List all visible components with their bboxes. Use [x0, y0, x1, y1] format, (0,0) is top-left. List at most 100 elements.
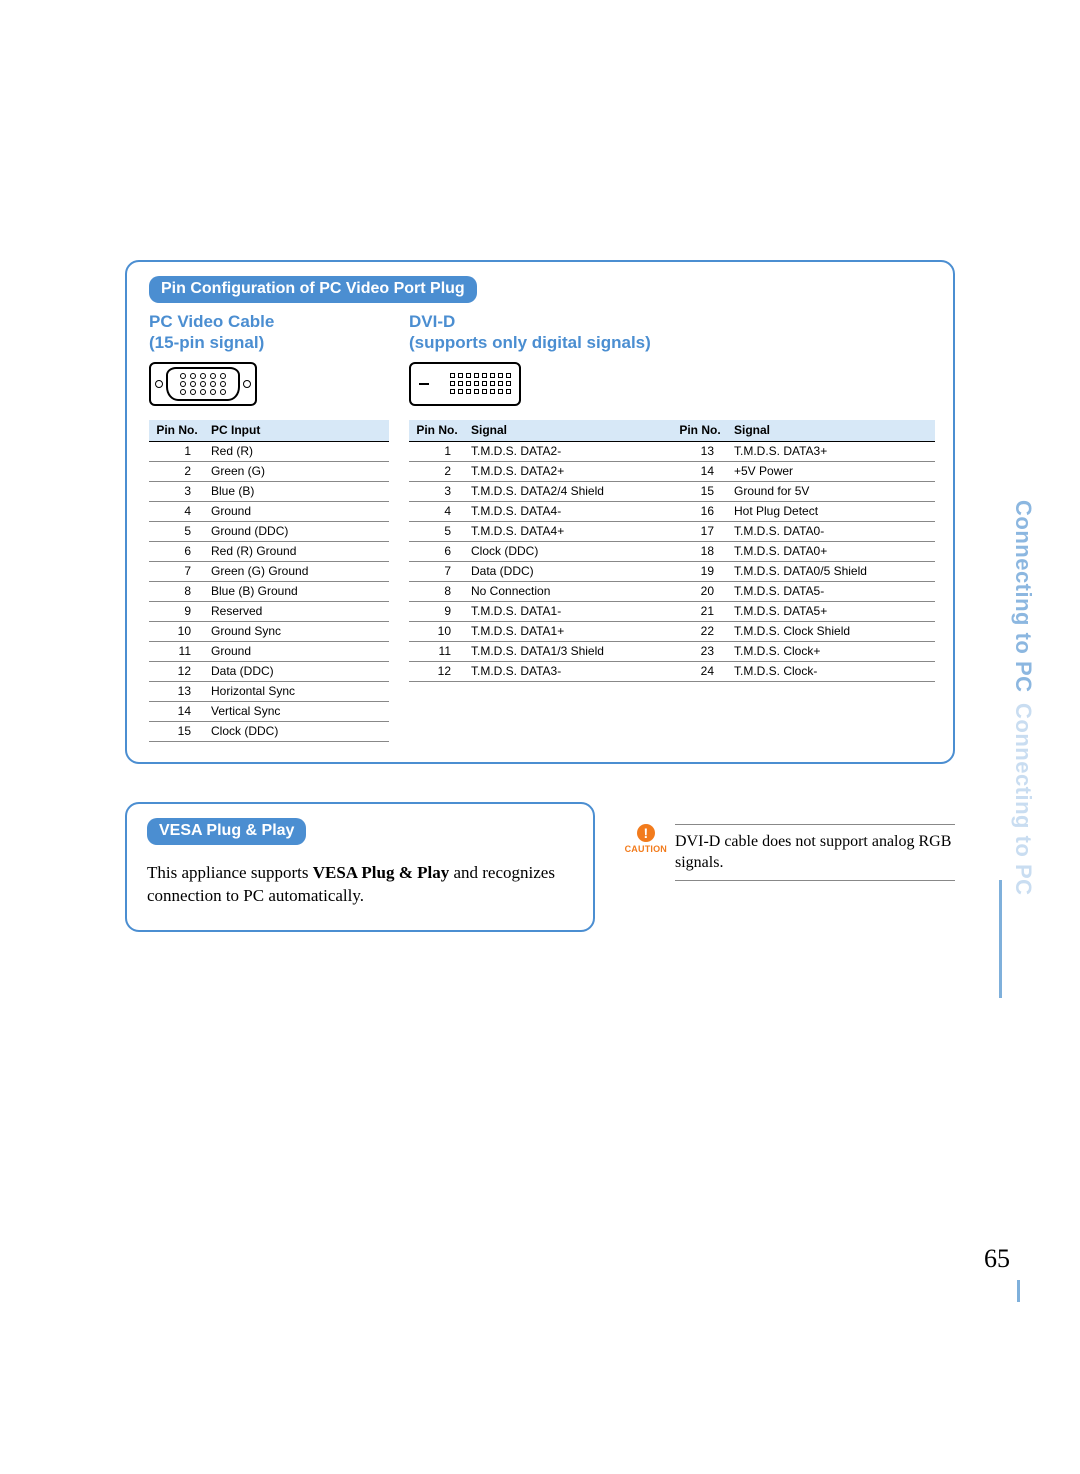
cell-value: Green (G) [205, 461, 389, 481]
dvi-col-signal-b: Signal [728, 420, 935, 442]
caution-text: DVI-D cable does not support analog RGB … [675, 824, 955, 881]
vga-pin-table: Pin No. PC Input 1Red (R)2Green (G)3Blue… [149, 420, 389, 742]
cell-value: T.M.D.S. DATA2/4 Shield [465, 481, 672, 501]
vga-heading-line1: PC Video Cable [149, 311, 409, 332]
cell-value: Ground for 5V [728, 481, 935, 501]
caution-label: CAUTION [625, 844, 667, 854]
cell-pinno: 9 [149, 601, 205, 621]
table-row: 3Blue (B) [149, 481, 389, 501]
cell-value: T.M.D.S. DATA1- [465, 601, 672, 621]
dvi-heading-line2: (supports only digital signals) [409, 332, 935, 353]
cell-pinno: 12 [149, 661, 205, 681]
cell-value: Clock (DDC) [465, 541, 672, 561]
cell-value: T.M.D.S. DATA3- [465, 661, 672, 681]
cell-value: Red (R) [205, 441, 389, 461]
cell-pinno: 12 [409, 661, 465, 681]
table-row: 12Data (DDC) [149, 661, 389, 681]
cell-pinno: 10 [149, 621, 205, 641]
side-tab-active: Connecting to PC [1010, 500, 1036, 693]
cell-value: T.M.D.S. DATA1+ [465, 621, 672, 641]
cell-pinno: 14 [672, 461, 728, 481]
caution-icon: ! [637, 824, 655, 842]
cell-value: T.M.D.S. DATA2+ [465, 461, 672, 481]
cell-value: T.M.D.S. Clock+ [728, 641, 935, 661]
cell-pinno: 8 [409, 581, 465, 601]
cell-pinno: 11 [149, 641, 205, 661]
cell-value: T.M.D.S. DATA0+ [728, 541, 935, 561]
cell-pinno: 1 [409, 441, 465, 461]
cell-value: T.M.D.S. DATA0- [728, 521, 935, 541]
cell-pinno: 5 [149, 521, 205, 541]
cell-pinno: 6 [149, 541, 205, 561]
cell-value: T.M.D.S. DATA3+ [728, 441, 935, 461]
cell-value: T.M.D.S. DATA4+ [465, 521, 672, 541]
cell-pinno: 17 [672, 521, 728, 541]
cell-pinno: 2 [149, 461, 205, 481]
vga-connector-icon [149, 362, 257, 406]
caution-block: ! CAUTION DVI-D cable does not support a… [625, 824, 955, 881]
cell-pinno: 13 [672, 441, 728, 461]
cell-pinno: 4 [409, 501, 465, 521]
cell-pinno: 3 [149, 481, 205, 501]
cell-value: T.M.D.S. DATA1/3 Shield [465, 641, 672, 661]
pin-config-frame: Pin Configuration of PC Video Port Plug … [125, 260, 955, 764]
cell-pinno: 7 [149, 561, 205, 581]
cell-value: T.M.D.S. DATA5- [728, 581, 935, 601]
table-row: 13Horizontal Sync [149, 681, 389, 701]
table-row: 10Ground Sync [149, 621, 389, 641]
cell-value: Data (DDC) [465, 561, 672, 581]
cell-value: T.M.D.S. DATA0/5 Shield [728, 561, 935, 581]
cell-value: Blue (B) Ground [205, 581, 389, 601]
cell-value: +5V Power [728, 461, 935, 481]
cell-value: Data (DDC) [205, 661, 389, 681]
cell-pinno: 24 [672, 661, 728, 681]
vga-col-pinno: Pin No. [149, 420, 205, 442]
table-row: 7Data (DDC)19T.M.D.S. DATA0/5 Shield [409, 561, 935, 581]
cell-value: No Connection [465, 581, 672, 601]
table-row: 1Red (R) [149, 441, 389, 461]
side-accent-bar [999, 880, 1002, 998]
table-row: 14Vertical Sync [149, 701, 389, 721]
page-number-bar [1017, 1280, 1020, 1302]
dvi-col-signal-a: Signal [465, 420, 672, 442]
cell-pinno: 23 [672, 641, 728, 661]
cell-value: Ground [205, 641, 389, 661]
vga-col-input: PC Input [205, 420, 389, 442]
cell-pinno: 7 [409, 561, 465, 581]
cell-pinno: 13 [149, 681, 205, 701]
dvi-col-pinno-a: Pin No. [409, 420, 465, 442]
table-row: 3T.M.D.S. DATA2/4 Shield15Ground for 5V [409, 481, 935, 501]
cell-value: Green (G) Ground [205, 561, 389, 581]
cell-value: T.M.D.S. DATA2- [465, 441, 672, 461]
cell-pinno: 11 [409, 641, 465, 661]
vesa-title-pill: VESA Plug & Play [147, 818, 306, 845]
cell-pinno: 19 [672, 561, 728, 581]
table-row: 12T.M.D.S. DATA3-24T.M.D.S. Clock- [409, 661, 935, 681]
table-row: 11T.M.D.S. DATA1/3 Shield23T.M.D.S. Cloc… [409, 641, 935, 661]
table-row: 11Ground [149, 641, 389, 661]
cell-value: Vertical Sync [205, 701, 389, 721]
cell-value: T.M.D.S. Clock Shield [728, 621, 935, 641]
cell-value: Ground Sync [205, 621, 389, 641]
table-row: 2Green (G) [149, 461, 389, 481]
cell-pinno: 21 [672, 601, 728, 621]
cell-value: T.M.D.S. DATA4- [465, 501, 672, 521]
cell-value: Hot Plug Detect [728, 501, 935, 521]
cell-pinno: 4 [149, 501, 205, 521]
table-row: 10T.M.D.S. DATA1+22T.M.D.S. Clock Shield [409, 621, 935, 641]
cell-value: Ground [205, 501, 389, 521]
cell-value: Horizontal Sync [205, 681, 389, 701]
table-row: 15Clock (DDC) [149, 721, 389, 741]
side-tab-faded: Connecting to PC [1010, 703, 1036, 896]
cell-pinno: 20 [672, 581, 728, 601]
table-row: 8Blue (B) Ground [149, 581, 389, 601]
cell-pinno: 10 [409, 621, 465, 641]
table-row: 5Ground (DDC) [149, 521, 389, 541]
dvi-col-pinno-b: Pin No. [672, 420, 728, 442]
dvi-pin-table: Pin No. Signal Pin No. Signal 1T.M.D.S. … [409, 420, 935, 682]
table-row: 9T.M.D.S. DATA1-21T.M.D.S. DATA5+ [409, 601, 935, 621]
cell-pinno: 6 [409, 541, 465, 561]
dvi-connector-icon [409, 362, 521, 406]
vesa-frame: VESA Plug & Play This appliance supports… [125, 802, 595, 933]
table-row: 9Reserved [149, 601, 389, 621]
